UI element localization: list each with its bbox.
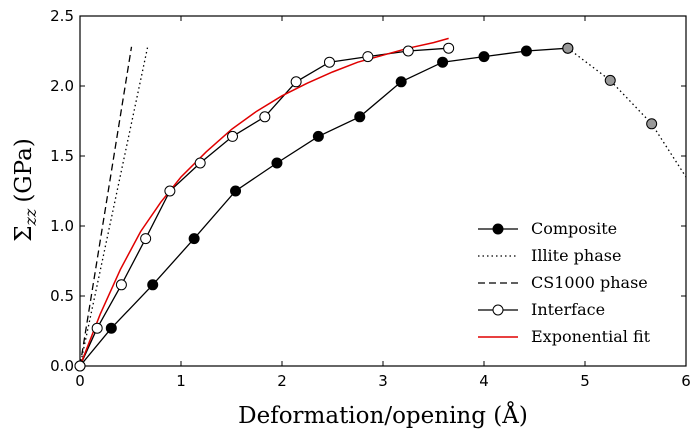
data-point-interface	[74, 360, 86, 372]
data-point-composite	[271, 157, 283, 169]
data-point-interface	[194, 157, 206, 169]
series-line-composite	[80, 47, 568, 366]
series-line-cs1000-phase	[80, 46, 133, 366]
legend-label: Composite	[531, 219, 617, 238]
data-point-composite	[395, 76, 407, 88]
data-point-interface	[362, 51, 374, 63]
legend-item-cs1000-phase: CS1000 phase	[478, 273, 648, 292]
y-axis-label-unit: (GPa)	[11, 138, 37, 202]
x-tick-label: 5	[580, 372, 590, 390]
legend-label: CS1000 phase	[531, 273, 648, 292]
x-tick-label: 0	[75, 372, 85, 390]
series-line-dotted-tail	[567, 47, 686, 178]
data-point-interface	[290, 76, 302, 88]
x-tick-label: 2	[277, 372, 287, 390]
legend-item-illite-phase: Illite phase	[478, 246, 621, 265]
data-point-interface	[140, 233, 152, 245]
legend-marker	[492, 223, 504, 235]
legend-item-exponential-fit: Exponential fit	[478, 327, 651, 346]
y-axis-label-symbol: Σ	[11, 226, 37, 242]
legend-marker	[492, 304, 504, 316]
data-point-composite	[354, 111, 366, 123]
data-point-interface	[259, 111, 271, 123]
data-point-composite	[437, 56, 449, 68]
data-point-interface	[164, 185, 176, 197]
y-axis-label: Σzz (GPa)	[11, 138, 40, 242]
data-point-composite	[230, 185, 242, 197]
x-axis-label: Deformation/opening (Å)	[238, 401, 528, 429]
data-point-interface	[402, 45, 414, 57]
data-point-composite	[105, 322, 117, 334]
data-point-composite	[147, 279, 159, 291]
data-point-composite	[188, 233, 200, 245]
data-point-interface	[91, 322, 103, 334]
data-point-interface	[115, 279, 127, 291]
legend-label: Exponential fit	[531, 327, 651, 346]
data-point-composite	[312, 130, 324, 142]
x-tick-label: 6	[681, 372, 691, 390]
y-tick-label: 0.5	[50, 287, 74, 305]
y-tick-label: 1.5	[50, 147, 74, 165]
legend-item-composite: Composite	[478, 219, 617, 238]
legend: Composite Illite phase CS1000 phase Interfa…	[478, 219, 651, 346]
data-point-interface	[323, 56, 335, 68]
y-tick-label: 2.0	[50, 77, 74, 95]
x-tick-label: 1	[176, 372, 186, 390]
y-tick-label: 1.0	[50, 217, 74, 235]
data-point-interface	[227, 130, 239, 142]
data-point-dotted-tail	[646, 118, 658, 130]
series-line-interface	[80, 47, 449, 366]
y-tick-label: 0.0	[50, 357, 74, 375]
series-line-illite-phase	[80, 46, 149, 366]
legend-item-interface: Interface	[478, 300, 605, 319]
y-axis-label-subscript: zz	[21, 208, 40, 226]
data-point-interface	[443, 42, 455, 54]
x-tick-label: 3	[378, 372, 388, 390]
legend-label: Illite phase	[531, 246, 621, 265]
legend-label: Interface	[531, 300, 605, 319]
series-line-exponential-fit	[80, 37, 449, 366]
data-point-composite	[520, 45, 532, 57]
data-point-dotted-tail	[604, 74, 616, 86]
data-point-dotted-tail	[562, 42, 574, 54]
markers	[74, 42, 658, 372]
data-point-composite	[478, 51, 490, 63]
x-tick-label: 4	[479, 372, 489, 390]
y-tick-label: 2.5	[50, 7, 74, 25]
